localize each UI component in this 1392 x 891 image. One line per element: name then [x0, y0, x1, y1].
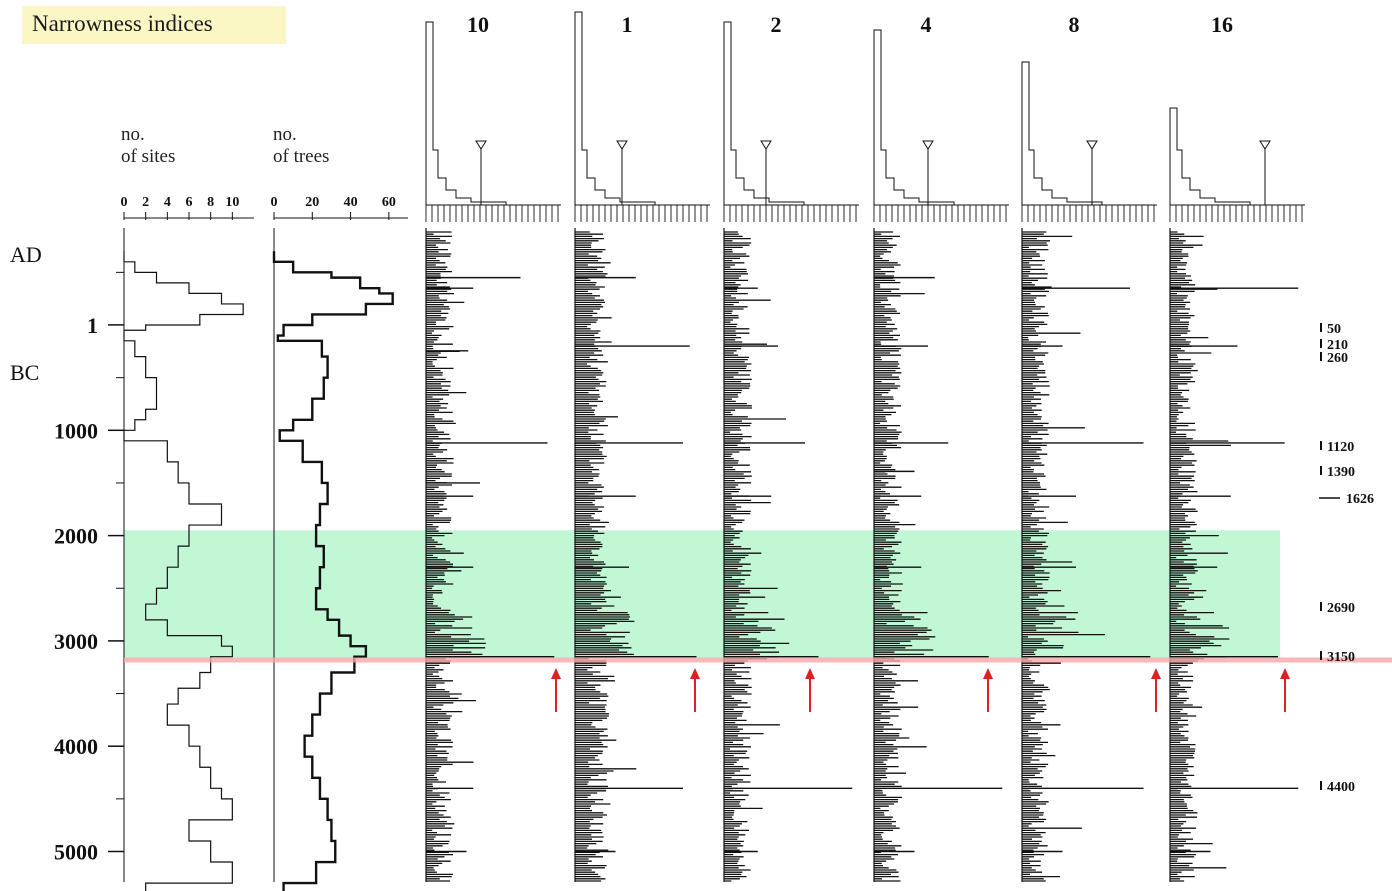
panel-index-bars [1170, 231, 1231, 882]
event-label: 2690 [1327, 601, 1355, 616]
sites-label: no. of sites [121, 124, 175, 168]
panel-index-bars [874, 231, 936, 882]
event-label: 50 [1327, 322, 1341, 337]
panel-index-bars [1022, 231, 1105, 882]
sites-tick-label: 4 [164, 195, 171, 210]
panel-label: 1 [622, 12, 633, 37]
sites-tick-label: 0 [121, 195, 128, 210]
event-label: 1626 [1346, 492, 1374, 507]
trees-tick-label: 40 [344, 195, 358, 210]
panel-label: 16 [1211, 12, 1233, 37]
panel-mean-marker [616, 140, 628, 150]
panel-histogram [574, 11, 656, 205]
panel-label: 4 [921, 12, 932, 37]
panel-histogram [1021, 61, 1103, 205]
sites-tick-label: 6 [186, 195, 193, 210]
chart-title: Narrowness indices [32, 11, 213, 36]
panel-label: 2 [771, 12, 782, 37]
event-arrow-head [551, 668, 561, 679]
sites-tick-label: 10 [225, 195, 239, 210]
event-arrow-head [1280, 668, 1290, 679]
sites-label-line1: no. [121, 124, 145, 145]
panel-label: 8 [1069, 12, 1080, 37]
trees-tick-label: 0 [271, 195, 278, 210]
sites-label-line2: of sites [121, 146, 176, 167]
event-arrow-head [983, 668, 993, 679]
event-label: 3150 [1327, 650, 1355, 665]
time-tick-label: 3000 [54, 629, 98, 654]
sites-tick-label: 8 [207, 195, 214, 210]
trees-label-line2: of trees [273, 146, 330, 167]
event-label: 4400 [1327, 780, 1355, 795]
time-tick-label: 2000 [54, 524, 98, 549]
trees-label: no. of trees [273, 124, 329, 168]
time-tick-label: 5000 [54, 840, 98, 865]
panel-mean-marker [1086, 140, 1098, 150]
trees-label-line1: no. [273, 124, 297, 145]
sites-profile-line [123, 251, 244, 891]
era-label-ad: AD [10, 242, 42, 267]
time-tick-label: 4000 [54, 734, 98, 759]
event-arrow-head [805, 668, 815, 679]
panel-index-bars [426, 231, 486, 882]
panel-histogram [723, 21, 805, 205]
panel-mean-marker [922, 140, 934, 150]
panel-histogram [873, 29, 955, 205]
panel-index-bars [575, 231, 637, 882]
event-label: 210 [1327, 338, 1348, 353]
event-arrow-head [690, 668, 700, 679]
panel-histogram [1169, 107, 1251, 205]
highlight-band [124, 530, 1280, 658]
panel-mean-marker [475, 140, 487, 150]
event-label: 1390 [1327, 465, 1355, 480]
event-label: 260 [1327, 351, 1348, 366]
time-tick-label: 1000 [54, 418, 98, 443]
panel-histogram [425, 21, 507, 205]
time-tick-label: 1 [87, 313, 98, 338]
title-box [22, 6, 286, 44]
event-label: 1120 [1327, 440, 1354, 455]
sites-tick-label: 2 [142, 195, 149, 210]
panel-label: 10 [467, 12, 489, 37]
event-arrow-head [1151, 668, 1161, 679]
panel-mean-marker [1259, 140, 1271, 150]
panel-mean-marker [760, 140, 772, 150]
trees-profile-line [272, 251, 394, 891]
panel-index-bars [724, 231, 790, 882]
trees-tick-label: 20 [305, 195, 319, 210]
era-label-bc: BC [10, 360, 39, 385]
trees-tick-label: 60 [382, 195, 396, 210]
